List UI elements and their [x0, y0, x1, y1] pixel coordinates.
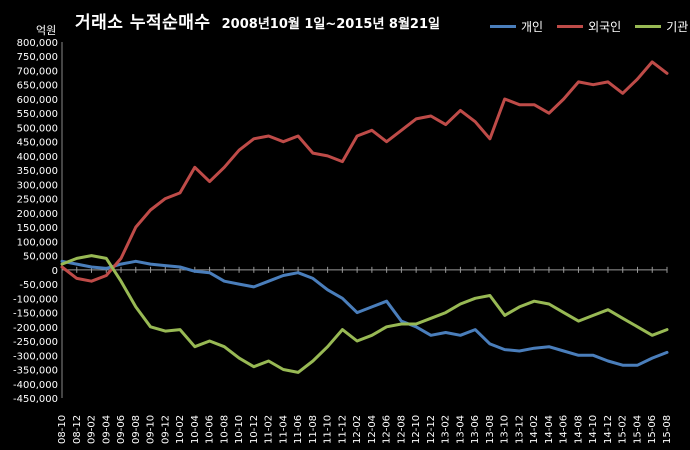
y-tick-label: 700,000 [17, 66, 58, 77]
x-tick-label: 12-10 [411, 415, 422, 444]
chart-title: 거래소 누적순매수 2008년10월 1일~2015년 8월21일 [75, 8, 440, 33]
x-tick-label: 13-02 [441, 415, 452, 444]
x-tick-label: 09-04 [101, 415, 112, 444]
y-tick-label: 550,000 [17, 109, 58, 120]
x-tick-label: 12-02 [352, 415, 363, 444]
x-tick-label: 12-08 [396, 415, 407, 444]
y-tick-label: -250,000 [13, 337, 58, 348]
x-tick-label: 10-08 [219, 415, 230, 444]
y-tick-label: 150,000 [17, 223, 58, 234]
y-tick-label: 400,000 [17, 152, 58, 163]
y-tick-label: -300,000 [13, 351, 58, 362]
x-tick-label: 14-02 [529, 415, 540, 444]
x-tick-label: 08-12 [72, 415, 83, 444]
x-tick-label: 13-08 [485, 415, 496, 444]
series-line-1 [60, 60, 669, 283]
x-tick-label: 11-02 [264, 415, 275, 444]
x-tick-label: 11-12 [337, 415, 348, 444]
x-tick-label: 08-10 [57, 415, 68, 444]
x-tick-label: 14-12 [603, 415, 614, 444]
legend-label-foreign: 외국인 [588, 20, 622, 34]
legend-label-individual: 개인 [521, 20, 544, 34]
y-tick-label: 750,000 [17, 52, 58, 63]
x-tick-label: 09-10 [146, 415, 157, 444]
y-axis-unit-label: 억원 [36, 24, 57, 37]
y-tick-label: 500,000 [17, 123, 58, 134]
x-tick-label: 10-02 [175, 415, 186, 444]
y-tick-label: 50,000 [23, 252, 58, 263]
y-tick-label: 100,000 [17, 237, 58, 248]
y-tick-label: 600,000 [17, 95, 58, 106]
x-tick-label: 09-02 [87, 415, 98, 444]
x-tick-label: 10-10 [234, 415, 245, 444]
x-tick-label: 09-12 [160, 415, 171, 444]
legend-swatch-foreign [557, 25, 584, 28]
series-line-0 [60, 259, 669, 367]
x-tick-label: 11-08 [308, 415, 319, 444]
series-line-2 [60, 254, 669, 374]
x-tick-label: 13-06 [470, 415, 481, 444]
x-tick-label: 14-06 [559, 415, 570, 444]
x-tick-label: 15-08 [662, 415, 673, 444]
chart-title-main: 거래소 누적순매수 [75, 13, 211, 33]
legend-label-institution: 기관 [666, 20, 689, 34]
chart-title-period: 2008년10월 1일~2015년 8월21일 [221, 17, 440, 32]
x-tick-label: 11-10 [323, 415, 334, 444]
legend-item-individual: 개인 [490, 18, 543, 35]
x-tick-label: 12-04 [367, 415, 378, 444]
x-tick-label: 13-12 [514, 415, 525, 444]
x-tick-label: 14-08 [573, 415, 584, 444]
y-tick-label: 0 [52, 266, 58, 277]
y-tick-label: -150,000 [13, 309, 58, 320]
x-tick-label: 15-04 [632, 415, 643, 444]
y-tick-label: -350,000 [13, 366, 58, 377]
x-tick-label: 14-04 [544, 415, 555, 444]
x-tick-label: 12-06 [382, 415, 393, 444]
x-tick-label: 13-10 [500, 415, 511, 444]
legend: 개인 외국인 기관 [490, 18, 688, 35]
x-tick-label: 09-06 [116, 415, 127, 444]
x-tick-label: 12-12 [426, 415, 437, 444]
x-tick-label: 09-08 [131, 415, 142, 444]
legend-swatch-institution [635, 25, 662, 28]
y-tick-label: 300,000 [17, 180, 58, 191]
y-tick-label: -100,000 [13, 294, 58, 305]
x-tick-label: 13-04 [455, 415, 466, 444]
y-tick-label: 200,000 [17, 209, 58, 220]
legend-swatch-individual [490, 25, 516, 28]
y-tick-label: 800,000 [17, 38, 58, 49]
legend-item-foreign: 외국인 [557, 18, 621, 35]
y-tick-label: -450,000 [13, 394, 58, 405]
y-tick-label: 350,000 [17, 166, 58, 177]
y-tick-label: 450,000 [17, 138, 58, 149]
x-tick-label: 11-04 [278, 415, 289, 444]
x-tick-label: 10-04 [190, 415, 201, 444]
x-tick-label: 11-06 [293, 415, 304, 444]
x-tick-label: 10-06 [205, 415, 216, 444]
y-tick-label: 650,000 [17, 81, 58, 92]
x-tick-label: 15-06 [647, 415, 658, 444]
y-tick-label: -50,000 [19, 280, 58, 291]
x-tick-label: 14-10 [588, 415, 599, 444]
y-tick-label: 250,000 [17, 195, 58, 206]
x-tick-label: 10-12 [249, 415, 260, 444]
y-tick-label: -400,000 [13, 380, 58, 391]
x-tick-label: 15-02 [618, 415, 629, 444]
legend-item-institution: 기관 [635, 18, 688, 35]
y-tick-label: -200,000 [13, 323, 58, 334]
